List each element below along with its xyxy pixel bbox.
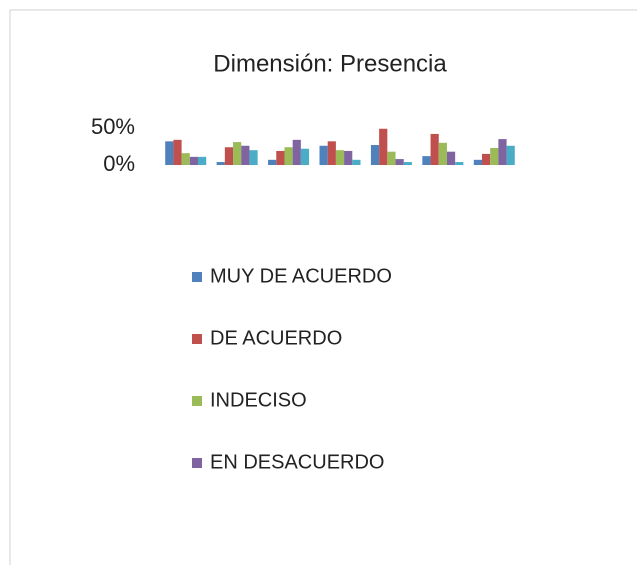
chart-title: Dimensión: Presencia bbox=[213, 50, 447, 77]
bar bbox=[198, 156, 207, 165]
bar bbox=[370, 145, 380, 165]
bar bbox=[249, 150, 258, 165]
bar bbox=[276, 150, 285, 165]
bar bbox=[490, 147, 499, 165]
bar bbox=[506, 145, 515, 165]
bar bbox=[430, 133, 439, 165]
bar bbox=[387, 151, 396, 165]
legend-label: INDECISO bbox=[210, 389, 307, 411]
bar bbox=[438, 142, 447, 165]
bar bbox=[379, 128, 388, 165]
bar bbox=[216, 162, 225, 165]
bar bbox=[473, 159, 482, 165]
bar bbox=[352, 159, 361, 165]
bar bbox=[395, 159, 404, 165]
bar bbox=[344, 150, 353, 165]
bar bbox=[481, 153, 491, 165]
y-tick-label: 50% bbox=[91, 114, 135, 139]
y-tick-label: 0% bbox=[103, 151, 135, 176]
legend-label: DE ACUERDO bbox=[210, 327, 342, 349]
bar bbox=[165, 141, 174, 165]
bar bbox=[224, 147, 234, 165]
bar bbox=[181, 153, 190, 165]
legend-swatch bbox=[192, 334, 202, 344]
legend-label: MUY DE ACUERDO bbox=[210, 265, 392, 287]
legend-swatch bbox=[192, 396, 202, 406]
bar bbox=[268, 159, 277, 165]
chart-frame bbox=[9, 9, 637, 570]
bar bbox=[284, 147, 293, 165]
bar bbox=[498, 139, 507, 165]
bar bbox=[403, 162, 412, 165]
bar bbox=[327, 141, 336, 165]
legend-swatch bbox=[192, 272, 202, 282]
bar bbox=[335, 150, 345, 165]
legend-swatch bbox=[192, 458, 202, 468]
bar bbox=[446, 151, 456, 165]
bar bbox=[455, 162, 464, 165]
bar bbox=[319, 145, 328, 165]
bar bbox=[292, 139, 301, 165]
bar bbox=[233, 142, 242, 165]
bar bbox=[241, 145, 250, 165]
legend-label: EN DESACUERDO bbox=[210, 451, 384, 473]
bar bbox=[189, 156, 199, 165]
bar bbox=[422, 156, 431, 165]
bar bbox=[173, 139, 182, 165]
bar bbox=[300, 148, 310, 165]
